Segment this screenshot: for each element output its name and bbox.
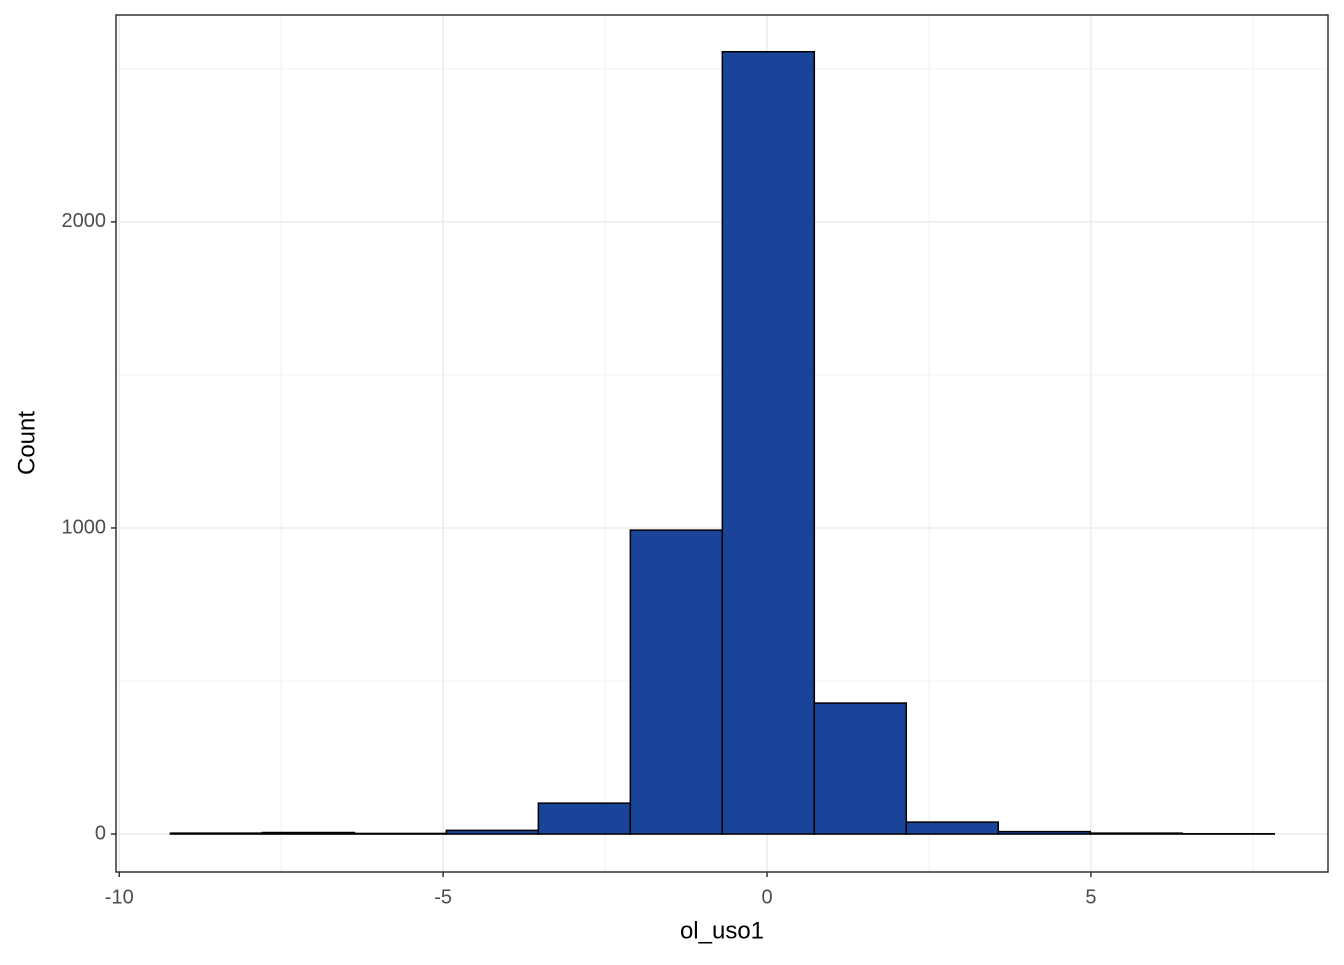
y-axis-title: Count: [13, 411, 40, 475]
x-tick-label: 5: [1085, 886, 1096, 908]
bar: [814, 703, 906, 834]
bar: [262, 833, 354, 835]
bar: [630, 530, 722, 834]
y-tick-label: 0: [95, 822, 106, 844]
y-tick-label: 2000: [62, 210, 107, 232]
y-tick-label: 1000: [62, 516, 107, 538]
bar: [354, 833, 446, 834]
bar: [170, 833, 262, 834]
bar: [722, 52, 814, 834]
bar: [1090, 833, 1182, 834]
x-tick-label: -5: [434, 886, 452, 908]
x-tick-label: 0: [761, 886, 772, 908]
bar: [538, 803, 630, 834]
bar: [446, 830, 538, 834]
bar: [906, 822, 998, 834]
x-axis-title: ol_uso1: [680, 917, 764, 944]
bar: [998, 832, 1090, 834]
x-tick-label: -10: [105, 886, 134, 908]
